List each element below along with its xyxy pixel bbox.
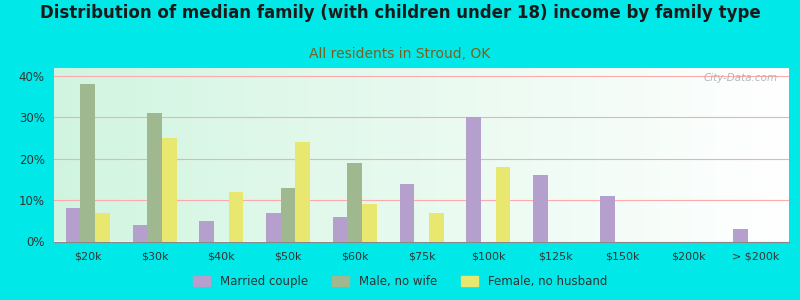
Bar [281,188,295,242]
Bar [734,229,748,242]
Bar [133,225,147,242]
Bar [333,217,347,242]
Bar [533,175,548,242]
Bar [347,163,362,242]
Bar [466,117,481,242]
Text: City-Data.com: City-Data.com [704,73,778,83]
Bar [229,192,243,242]
Bar [66,208,81,242]
Bar [399,184,414,242]
Bar [81,84,95,242]
Text: All residents in Stroud, OK: All residents in Stroud, OK [310,46,490,61]
Bar [147,113,162,242]
Bar [429,212,444,242]
Text: Distribution of median family (with children under 18) income by family type: Distribution of median family (with chil… [40,4,760,22]
Bar [95,212,110,242]
Bar [162,138,177,242]
Bar [496,167,510,242]
Bar [295,142,310,242]
Bar [199,221,214,242]
Bar [362,204,377,242]
Bar [266,212,281,242]
Legend: Married couple, Male, no wife, Female, no husband: Married couple, Male, no wife, Female, n… [188,270,612,292]
Bar [600,196,614,242]
